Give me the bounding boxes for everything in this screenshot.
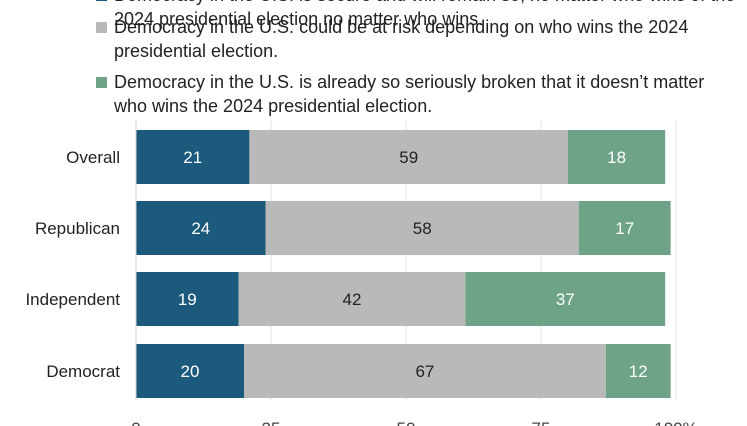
- x-tick-label: 25: [262, 419, 281, 426]
- data-label: 37: [556, 290, 575, 309]
- legend-item-at-risk: Democracy in the U.S. could be at risk d…: [96, 15, 736, 63]
- bar-segment: [568, 130, 666, 184]
- data-label: 20: [181, 362, 200, 381]
- bar-segment: [136, 272, 239, 326]
- bar-segment: [465, 272, 666, 326]
- bar-segment: [136, 130, 250, 184]
- category-label: Overall: [66, 148, 120, 167]
- legend-item-broken: Democracy in the U.S. is already so seri…: [96, 70, 736, 118]
- x-tick-label: 50: [397, 419, 416, 426]
- bar-segment: [265, 201, 579, 255]
- bar-segment: [238, 272, 466, 326]
- data-label: 59: [399, 148, 418, 167]
- bar-segment: [244, 344, 606, 398]
- legend-swatch-broken: [96, 77, 107, 88]
- data-label: 58: [413, 219, 432, 238]
- legend-label-at-risk: Democracy in the U.S. could be at risk d…: [114, 17, 689, 61]
- data-label: 12: [629, 362, 648, 381]
- bar-segment: [136, 201, 266, 255]
- data-label: 17: [615, 219, 634, 238]
- category-label: Independent: [25, 290, 120, 309]
- category-label: Democrat: [46, 362, 120, 381]
- bar-segment: [605, 344, 671, 398]
- legend-label-secure: Democracy in the U.S. is secure and will…: [114, 0, 735, 29]
- category-label: Republican: [35, 219, 120, 238]
- data-label: 24: [191, 219, 210, 238]
- data-label: 21: [183, 148, 202, 167]
- legend-swatch-secure: [96, 0, 107, 1]
- x-tick-label: 100%: [654, 419, 697, 426]
- legend-label-broken: Democracy in the U.S. is already so seri…: [114, 72, 705, 116]
- x-tick-label: 75: [532, 419, 551, 426]
- data-label: 19: [178, 290, 197, 309]
- bar-segment: [249, 130, 568, 184]
- bar-segment: [136, 344, 244, 398]
- bar-segment: [578, 201, 671, 255]
- legend-swatch-at-risk: [96, 22, 107, 33]
- x-tick-label: 0: [131, 419, 140, 426]
- data-label: 18: [607, 148, 626, 167]
- legend-item-secure: Democracy in the U.S. is secure and will…: [96, 0, 736, 31]
- data-label: 42: [343, 290, 362, 309]
- data-label: 67: [415, 362, 434, 381]
